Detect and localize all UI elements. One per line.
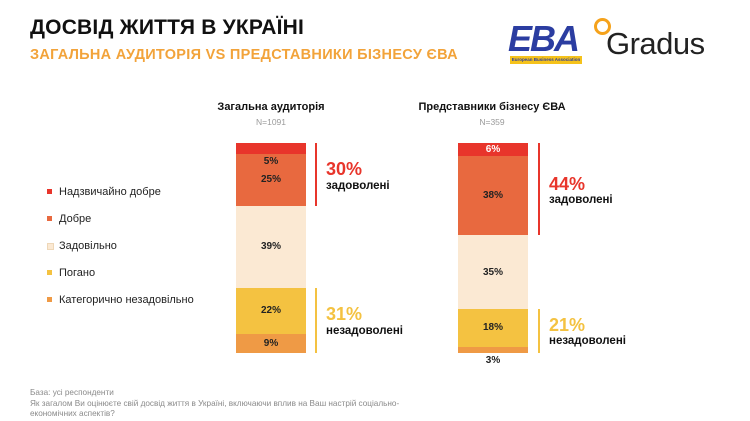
data-label-bad-general: 22% (260, 305, 281, 317)
data-label-satisfactory-general: 39% (260, 241, 281, 253)
data-label-satisfactory-eba: 35% (482, 266, 503, 278)
data-label-very-bad-general: 9% (263, 338, 279, 350)
satisfied-label-general: задоволені (326, 180, 390, 192)
legend-swatch-good (47, 216, 52, 221)
bar-segment-very-good-eba: 6% (458, 143, 528, 156)
data-label-good-eba: 38% (482, 189, 503, 201)
column-title-eba: Представники бізнесу ЄВА (418, 101, 566, 113)
eba-logo-text: EBA (508, 18, 580, 59)
bar-segment-good-general: 25% (236, 153, 306, 206)
data-label-very-good-eba: 6% (485, 143, 501, 155)
bar-segment-very-bad-general: 9% (236, 334, 306, 353)
satisfied-label-eba: задоволені (549, 194, 613, 206)
legend-swatch-bad (47, 270, 52, 275)
bar-segment-very-bad-eba (458, 346, 528, 353)
eba-logo-subtext: European Business Association (510, 56, 582, 64)
dissatisfied-brace-eba (538, 308, 540, 353)
legend-label-good: Добре (59, 213, 92, 225)
footer-base: База: усі респонденти (30, 388, 114, 397)
gradus-logo-text: Gradus (606, 26, 705, 61)
legend-swatch-very-good (47, 189, 52, 194)
bar-segment-bad-general: 22% (236, 287, 306, 335)
gradus-logo-mark (594, 18, 611, 35)
satisfied-percent-eba: 44% (549, 174, 586, 194)
satisfied-brace-eba (538, 143, 540, 236)
stacked-bar-general: 25% 39% 22% 9% (236, 143, 306, 353)
bar-segment-good-eba: 38% (458, 155, 528, 236)
data-label-outside-very-bad-eba: 3% (485, 355, 501, 366)
dissatisfied-brace-general (315, 287, 317, 353)
dissatisfied-label-general: незадоволені (326, 325, 403, 337)
footer-note: База: усі респонденти Як загалом Ви оцін… (30, 388, 400, 420)
eba-logo: EBA European Business Association (508, 18, 584, 64)
page-title: ДОСВІД ЖИТТЯ В УКРАЇНІ (30, 16, 305, 39)
data-label-bad-eba: 18% (482, 322, 503, 334)
legend-swatch-very-bad (47, 297, 52, 302)
bar-segment-satisfactory-general: 39% (236, 206, 306, 288)
page-subtitle: ЗАГАЛЬНА АУДИТОРІЯ VS ПРЕДСТАВНИКИ БІЗНЕ… (30, 47, 458, 63)
data-label-good-general: 25% (260, 174, 281, 186)
column-title-general: Загальна аудиторія (217, 101, 325, 113)
satisfied-brace-general (315, 143, 317, 206)
legend-label-bad: Погано (59, 267, 96, 279)
satisfied-percent-general: 30% (326, 159, 363, 179)
bar-segment-bad-eba: 18% (458, 308, 528, 347)
column-n-eba: N=359 (479, 117, 505, 127)
dissatisfied-percent-eba: 21% (549, 315, 586, 335)
footer-question: Як загалом Ви оцінюєте свій досвід життя… (30, 398, 400, 419)
stacked-bar-eba: 6% 38% 35% 18% (458, 143, 528, 353)
data-label-outside-very-good-general: 5% (263, 155, 279, 167)
column-n-general: N=1091 (255, 117, 286, 127)
legend-label-very-good: Надзвичайно добре (59, 186, 161, 198)
legend-label-very-bad: Категорично незадовільно (59, 294, 194, 306)
bar-segment-very-good-general (236, 143, 306, 154)
bar-segment-satisfactory-eba: 35% (458, 235, 528, 309)
legend-swatch-satisfactory (47, 243, 54, 250)
legend-label-satisfactory: Задовільно (59, 240, 117, 252)
dissatisfied-percent-general: 31% (326, 304, 363, 324)
dissatisfied-label-eba: незадоволені (549, 335, 626, 347)
